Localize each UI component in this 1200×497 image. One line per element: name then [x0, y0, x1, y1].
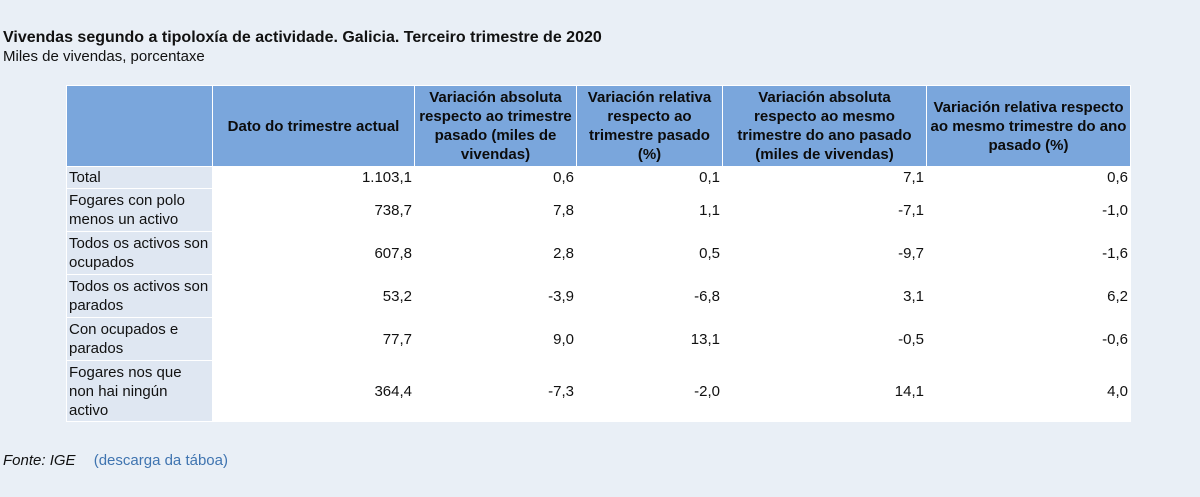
- row-label: Todos os activos son ocupados: [66, 231, 213, 275]
- table-row: Fogares con polo menos un activo 738,7 7…: [66, 188, 1131, 232]
- table-cell: -6,8: [576, 274, 723, 318]
- table-corner-cell: [66, 85, 213, 167]
- column-header: Variación relativa respecto ao trimestre…: [576, 85, 723, 167]
- download-table-link[interactable]: (descarga da táboa): [93, 452, 228, 469]
- page-subtitle: Miles de vivendas, porcentaxe: [3, 48, 205, 65]
- table-cell: 0,1: [576, 166, 723, 189]
- table-cell: 9,0: [414, 317, 577, 361]
- table-cell: 0,6: [414, 166, 577, 189]
- table-cell: -9,7: [722, 231, 927, 275]
- page-title: Vivendas segundo a tipoloxía de activida…: [3, 29, 602, 46]
- table-cell: 7,1: [722, 166, 927, 189]
- row-label: Todos os activos son parados: [66, 274, 213, 318]
- table-header-row: Dato do trimestre actual Variación absol…: [66, 85, 1131, 167]
- table-cell: 6,2: [926, 274, 1131, 318]
- table-row: Con ocupados e parados 77,7 9,0 13,1 -0,…: [66, 317, 1131, 361]
- table-cell: 4,0: [926, 360, 1131, 422]
- table-cell: 0,6: [926, 166, 1131, 189]
- table-row: Todos os activos son ocupados 607,8 2,8 …: [66, 231, 1131, 275]
- column-header: Variación absoluta respecto ao mesmo tri…: [722, 85, 927, 167]
- table-cell: 2,8: [414, 231, 577, 275]
- table-cell: 14,1: [722, 360, 927, 422]
- row-label: Fogares nos que non hai ningún activo: [66, 360, 213, 422]
- table-row: Fogares nos que non hai ningún activo 36…: [66, 360, 1131, 422]
- table-cell: -0,5: [722, 317, 927, 361]
- table-cell: 1,1: [576, 188, 723, 232]
- table-cell: -7,3: [414, 360, 577, 422]
- table-cell: 77,7: [212, 317, 415, 361]
- title-block: Vivendas segundo a tipoloxía de activida…: [3, 28, 602, 66]
- source-label: Fonte: IGE: [3, 452, 76, 469]
- row-label: Total: [66, 166, 213, 189]
- table-row: Total 1.103,1 0,6 0,1 7,1 0,6: [66, 166, 1131, 189]
- table-cell: -1,6: [926, 231, 1131, 275]
- row-label: Fogares con polo menos un activo: [66, 188, 213, 232]
- table-cell: 13,1: [576, 317, 723, 361]
- table-cell: -1,0: [926, 188, 1131, 232]
- table-cell: -7,1: [722, 188, 927, 232]
- table-cell: 607,8: [212, 231, 415, 275]
- column-header: Variación absoluta respecto ao trimestre…: [414, 85, 577, 167]
- table-cell: 7,8: [414, 188, 577, 232]
- table-cell: 3,1: [722, 274, 927, 318]
- column-header: Variación relativa respecto ao mesmo tri…: [926, 85, 1131, 167]
- data-table: Dato do trimestre actual Variación absol…: [66, 85, 1131, 422]
- footer: Fonte: IGE (descarga da táboa): [3, 452, 228, 469]
- table-cell: 53,2: [212, 274, 415, 318]
- table-cell: -3,9: [414, 274, 577, 318]
- column-header: Dato do trimestre actual: [212, 85, 415, 167]
- table-cell: 738,7: [212, 188, 415, 232]
- table-cell: 364,4: [212, 360, 415, 422]
- table-cell: 0,5: [576, 231, 723, 275]
- table-cell: 1.103,1: [212, 166, 415, 189]
- row-label: Con ocupados e parados: [66, 317, 213, 361]
- table-cell: -0,6: [926, 317, 1131, 361]
- table-row: Todos os activos son parados 53,2 -3,9 -…: [66, 274, 1131, 318]
- table-cell: -2,0: [576, 360, 723, 422]
